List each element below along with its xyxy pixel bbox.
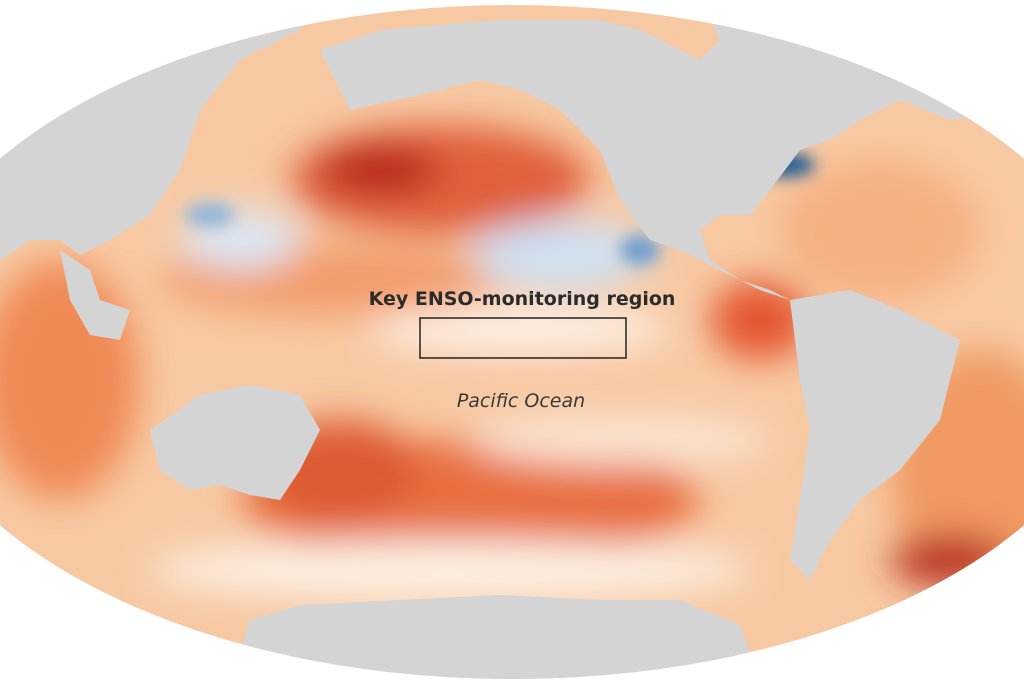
antarctica — [230, 595, 760, 679]
ocean-label: Pacific Ocean — [457, 390, 585, 412]
region-label: Key ENSO-monitoring region — [369, 288, 676, 310]
north-america — [320, 5, 1024, 300]
enso-region-box — [419, 317, 627, 359]
australia — [150, 385, 320, 500]
south-america — [790, 290, 960, 580]
asia-south — [60, 250, 130, 340]
